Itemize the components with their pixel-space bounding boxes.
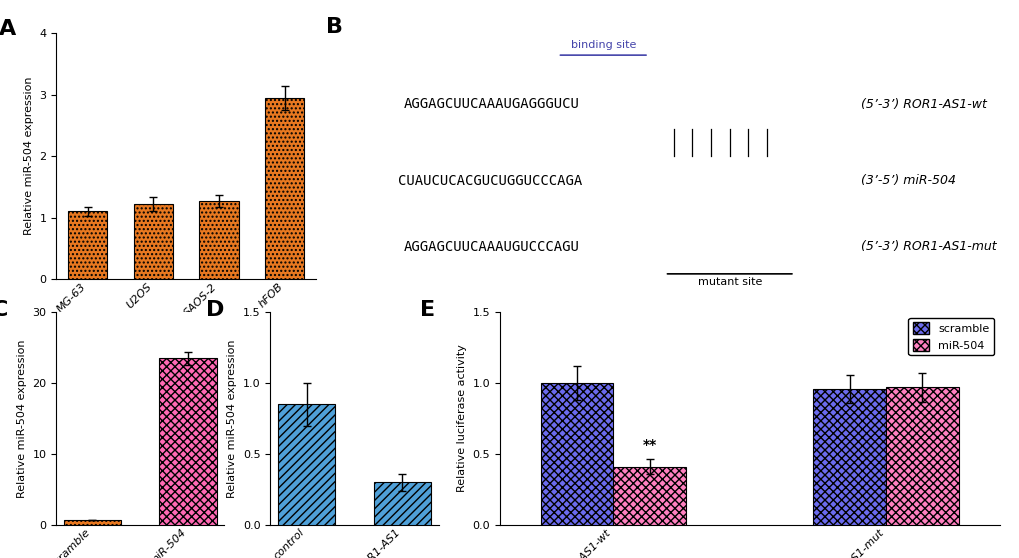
Bar: [133, 204, 173, 279]
Bar: [812, 389, 886, 525]
Bar: [199, 201, 238, 279]
Text: CUAUCUCACGUCUGGUCCCAGA: CUAUCUCACGUCUGGUCCCAGA: [397, 174, 581, 188]
Text: mutant site: mutant site: [697, 277, 761, 287]
Text: (5’-3’) ROR1-AS1-mut: (5’-3’) ROR1-AS1-mut: [860, 240, 996, 253]
Y-axis label: Relative luciferase activity: Relative luciferase activity: [457, 344, 467, 493]
Text: D: D: [206, 300, 224, 320]
Legend: scramble, miR-504: scramble, miR-504: [908, 318, 994, 355]
Text: (5’-3’) ROR1-AS1-wt: (5’-3’) ROR1-AS1-wt: [860, 98, 986, 111]
Text: A: A: [0, 19, 16, 39]
Text: B: B: [325, 17, 342, 37]
Text: E: E: [420, 300, 434, 320]
Bar: [886, 387, 958, 525]
Bar: [278, 405, 335, 525]
Y-axis label: Relative miR-504 expression: Relative miR-504 expression: [16, 339, 26, 498]
Y-axis label: Relative miR-504 expression: Relative miR-504 expression: [23, 77, 34, 235]
Bar: [63, 520, 121, 525]
Bar: [540, 383, 612, 525]
Text: (3’-5’) miR-504: (3’-5’) miR-504: [860, 175, 955, 187]
Bar: [265, 98, 304, 279]
Bar: [373, 482, 431, 525]
Text: AGGAGCUUCAAAUGUCCCAGU: AGGAGCUUCAAAUGUCCCAGU: [404, 239, 580, 253]
Text: **: **: [642, 439, 656, 453]
Y-axis label: Relative miR-504 expression: Relative miR-504 expression: [227, 339, 237, 498]
Text: C: C: [0, 300, 8, 320]
Bar: [68, 211, 107, 279]
Text: binding site: binding site: [570, 40, 635, 50]
Text: AGGAGCUUCAAAUGAGGGUCU: AGGAGCUUCAAAUGAGGGUCU: [404, 97, 580, 112]
Bar: [159, 358, 217, 525]
Bar: [612, 466, 686, 525]
